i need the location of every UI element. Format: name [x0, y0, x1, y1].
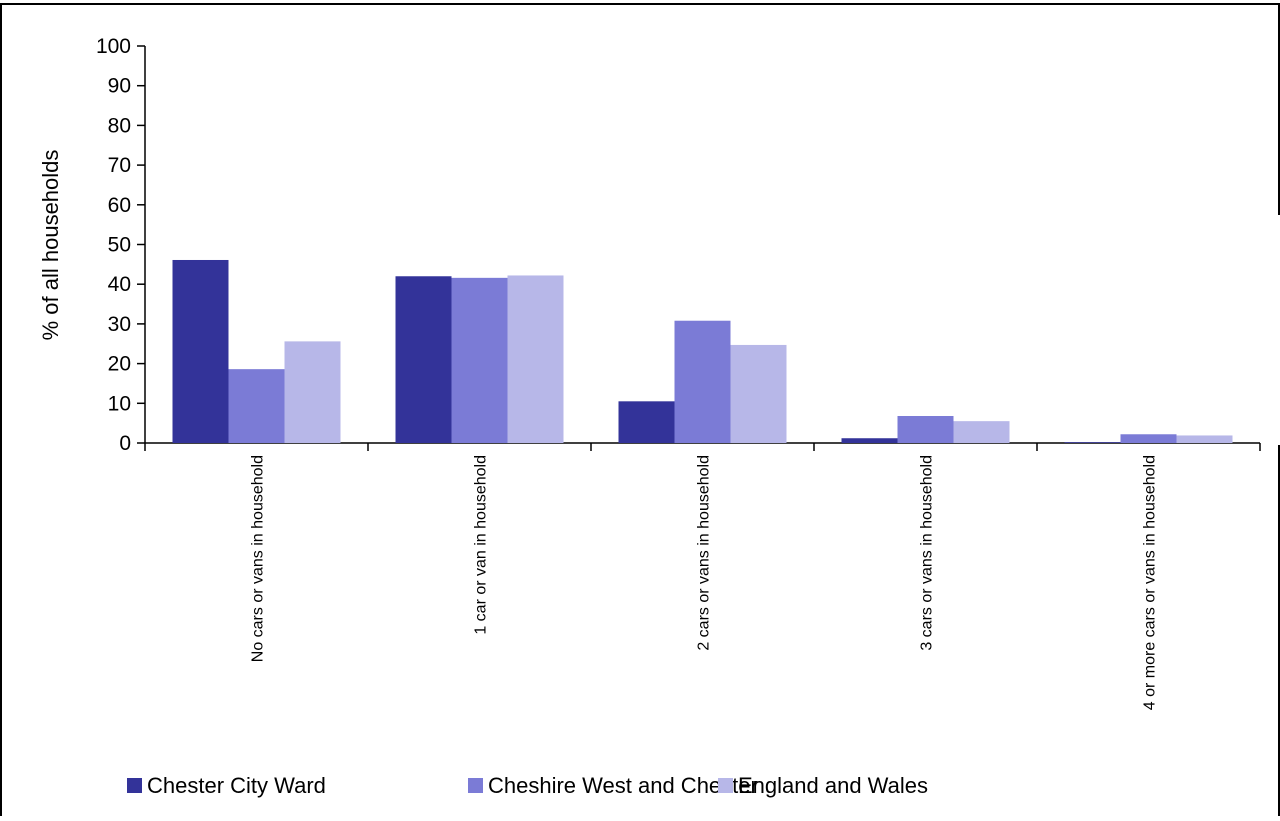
legend-swatch [468, 778, 483, 793]
y-tick-label: 50 [108, 234, 131, 257]
bar [1064, 442, 1121, 443]
y-tick-label: 30 [108, 313, 131, 336]
category-label: 2 cars or vans in household [696, 455, 713, 651]
bar [1176, 435, 1233, 443]
legend-label: England and Wales [738, 773, 928, 798]
y-tick-label: 20 [108, 353, 131, 376]
category-label: No cars or vans in household [250, 455, 267, 662]
bar [507, 275, 564, 443]
y-axis-title: % of all households [38, 150, 63, 341]
bar [1120, 434, 1177, 443]
y-tick-label: 100 [96, 35, 131, 58]
labels: 0 10 20 30 40 50 60 70 80 90 100 No cars or vans in… [96, 35, 1159, 710]
category-label: 1 car or van in household [473, 455, 490, 635]
bar [395, 276, 452, 443]
legend-label: Cheshire West and Chester [488, 773, 758, 798]
category-label: 3 cars or vans in household [919, 455, 936, 651]
legend: Chester City Ward Cheshire West and Chest… [127, 773, 928, 798]
bar [172, 259, 229, 443]
bar [897, 416, 954, 443]
bar [841, 438, 898, 443]
legend-swatch [718, 778, 733, 793]
y-tick-label: 70 [108, 154, 131, 177]
bar [730, 344, 787, 443]
category-label: 4 or more cars or vans in household [1142, 455, 1159, 710]
legend-swatch [127, 778, 142, 793]
y-tick-label: 60 [108, 194, 131, 217]
bar [618, 401, 675, 443]
bar [228, 369, 285, 443]
y-tick-label: 0 [119, 432, 131, 455]
bar [284, 341, 341, 443]
bar [953, 421, 1010, 443]
bar [674, 320, 731, 443]
bar [451, 277, 508, 443]
y-tick-label: 90 [108, 75, 131, 98]
y-tick-label: 10 [108, 392, 131, 415]
bars [172, 259, 1233, 443]
y-tick-label: 40 [108, 273, 131, 296]
y-tick-label: 80 [108, 114, 131, 137]
legend-label: Chester City Ward [147, 773, 326, 798]
